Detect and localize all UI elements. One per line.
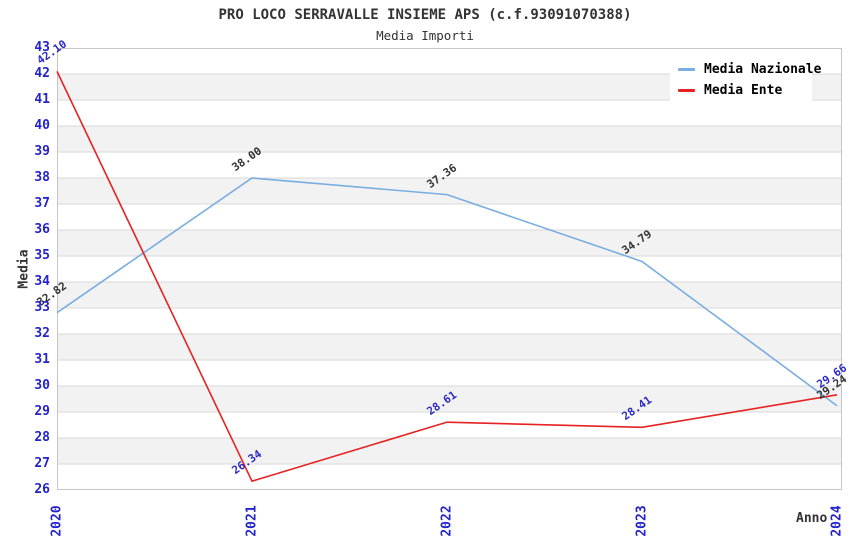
y-tick-39: 39 (34, 144, 50, 159)
legend: Media Nazionale Media Ente (670, 56, 821, 102)
legend-swatch-media-nazionale-icon (678, 67, 695, 71)
background-band (57, 126, 842, 152)
y-tick-28: 28 (34, 430, 50, 445)
chart-subtitle: Media Importi (376, 28, 474, 43)
background-band (57, 152, 842, 178)
y-tick-34: 34 (34, 274, 50, 289)
y-tick-35: 35 (34, 248, 50, 263)
x-tick-2024: 2024 (829, 505, 845, 537)
y-tick-26: 26 (34, 482, 50, 497)
background-band (57, 464, 842, 490)
plot-area (56, 48, 842, 490)
background-band (57, 282, 842, 308)
background-band (57, 230, 842, 256)
legend-label-media-nazionale: Media Nazionale (704, 61, 822, 77)
legend-label-media-ente: Media Ente (704, 82, 783, 98)
legend-item-media-nazionale: Media Nazionale (678, 61, 821, 77)
y-tick-38: 38 (34, 170, 50, 185)
y-tick-36: 36 (34, 222, 50, 237)
y-tick-43: 43 (34, 40, 50, 55)
y-tick-31: 31 (34, 352, 50, 367)
x-tick-2022: 2022 (439, 505, 455, 537)
background-band (57, 204, 842, 230)
x-tick-2021: 2021 (244, 505, 260, 537)
series-line-media-nazionale (56, 177, 838, 407)
y-tick-27: 27 (34, 456, 50, 471)
series-line-media-ente (56, 71, 838, 483)
background-band (57, 100, 842, 126)
chart-canvas (56, 48, 842, 490)
background-band (57, 438, 842, 464)
plot-border (57, 48, 842, 490)
y-tick-40: 40 (34, 118, 50, 133)
y-tick-30: 30 (34, 378, 50, 393)
x-axis-title: Anno (796, 511, 828, 526)
x-tick-2023: 2023 (634, 505, 650, 537)
chart-title: PRO LOCO SERRAVALLE INSIEME APS (c.f.930… (218, 7, 632, 23)
y-tick-33: 33 (34, 300, 50, 315)
background-band (57, 360, 842, 386)
y-tick-32: 32 (34, 326, 50, 341)
background-band (57, 308, 842, 334)
background-band (57, 412, 842, 438)
x-tick-2020: 2020 (49, 505, 65, 537)
background-band (57, 386, 842, 412)
y-tick-37: 37 (34, 196, 50, 211)
background-band (57, 256, 842, 282)
legend-item-media-ente: Media Ente (678, 82, 782, 98)
background-band (57, 334, 842, 360)
legend-swatch-media-ente-icon (678, 88, 695, 92)
y-tick-41: 41 (34, 92, 50, 107)
y-tick-29: 29 (34, 404, 50, 419)
y-tick-42: 42 (34, 66, 50, 81)
background-band (57, 178, 842, 204)
